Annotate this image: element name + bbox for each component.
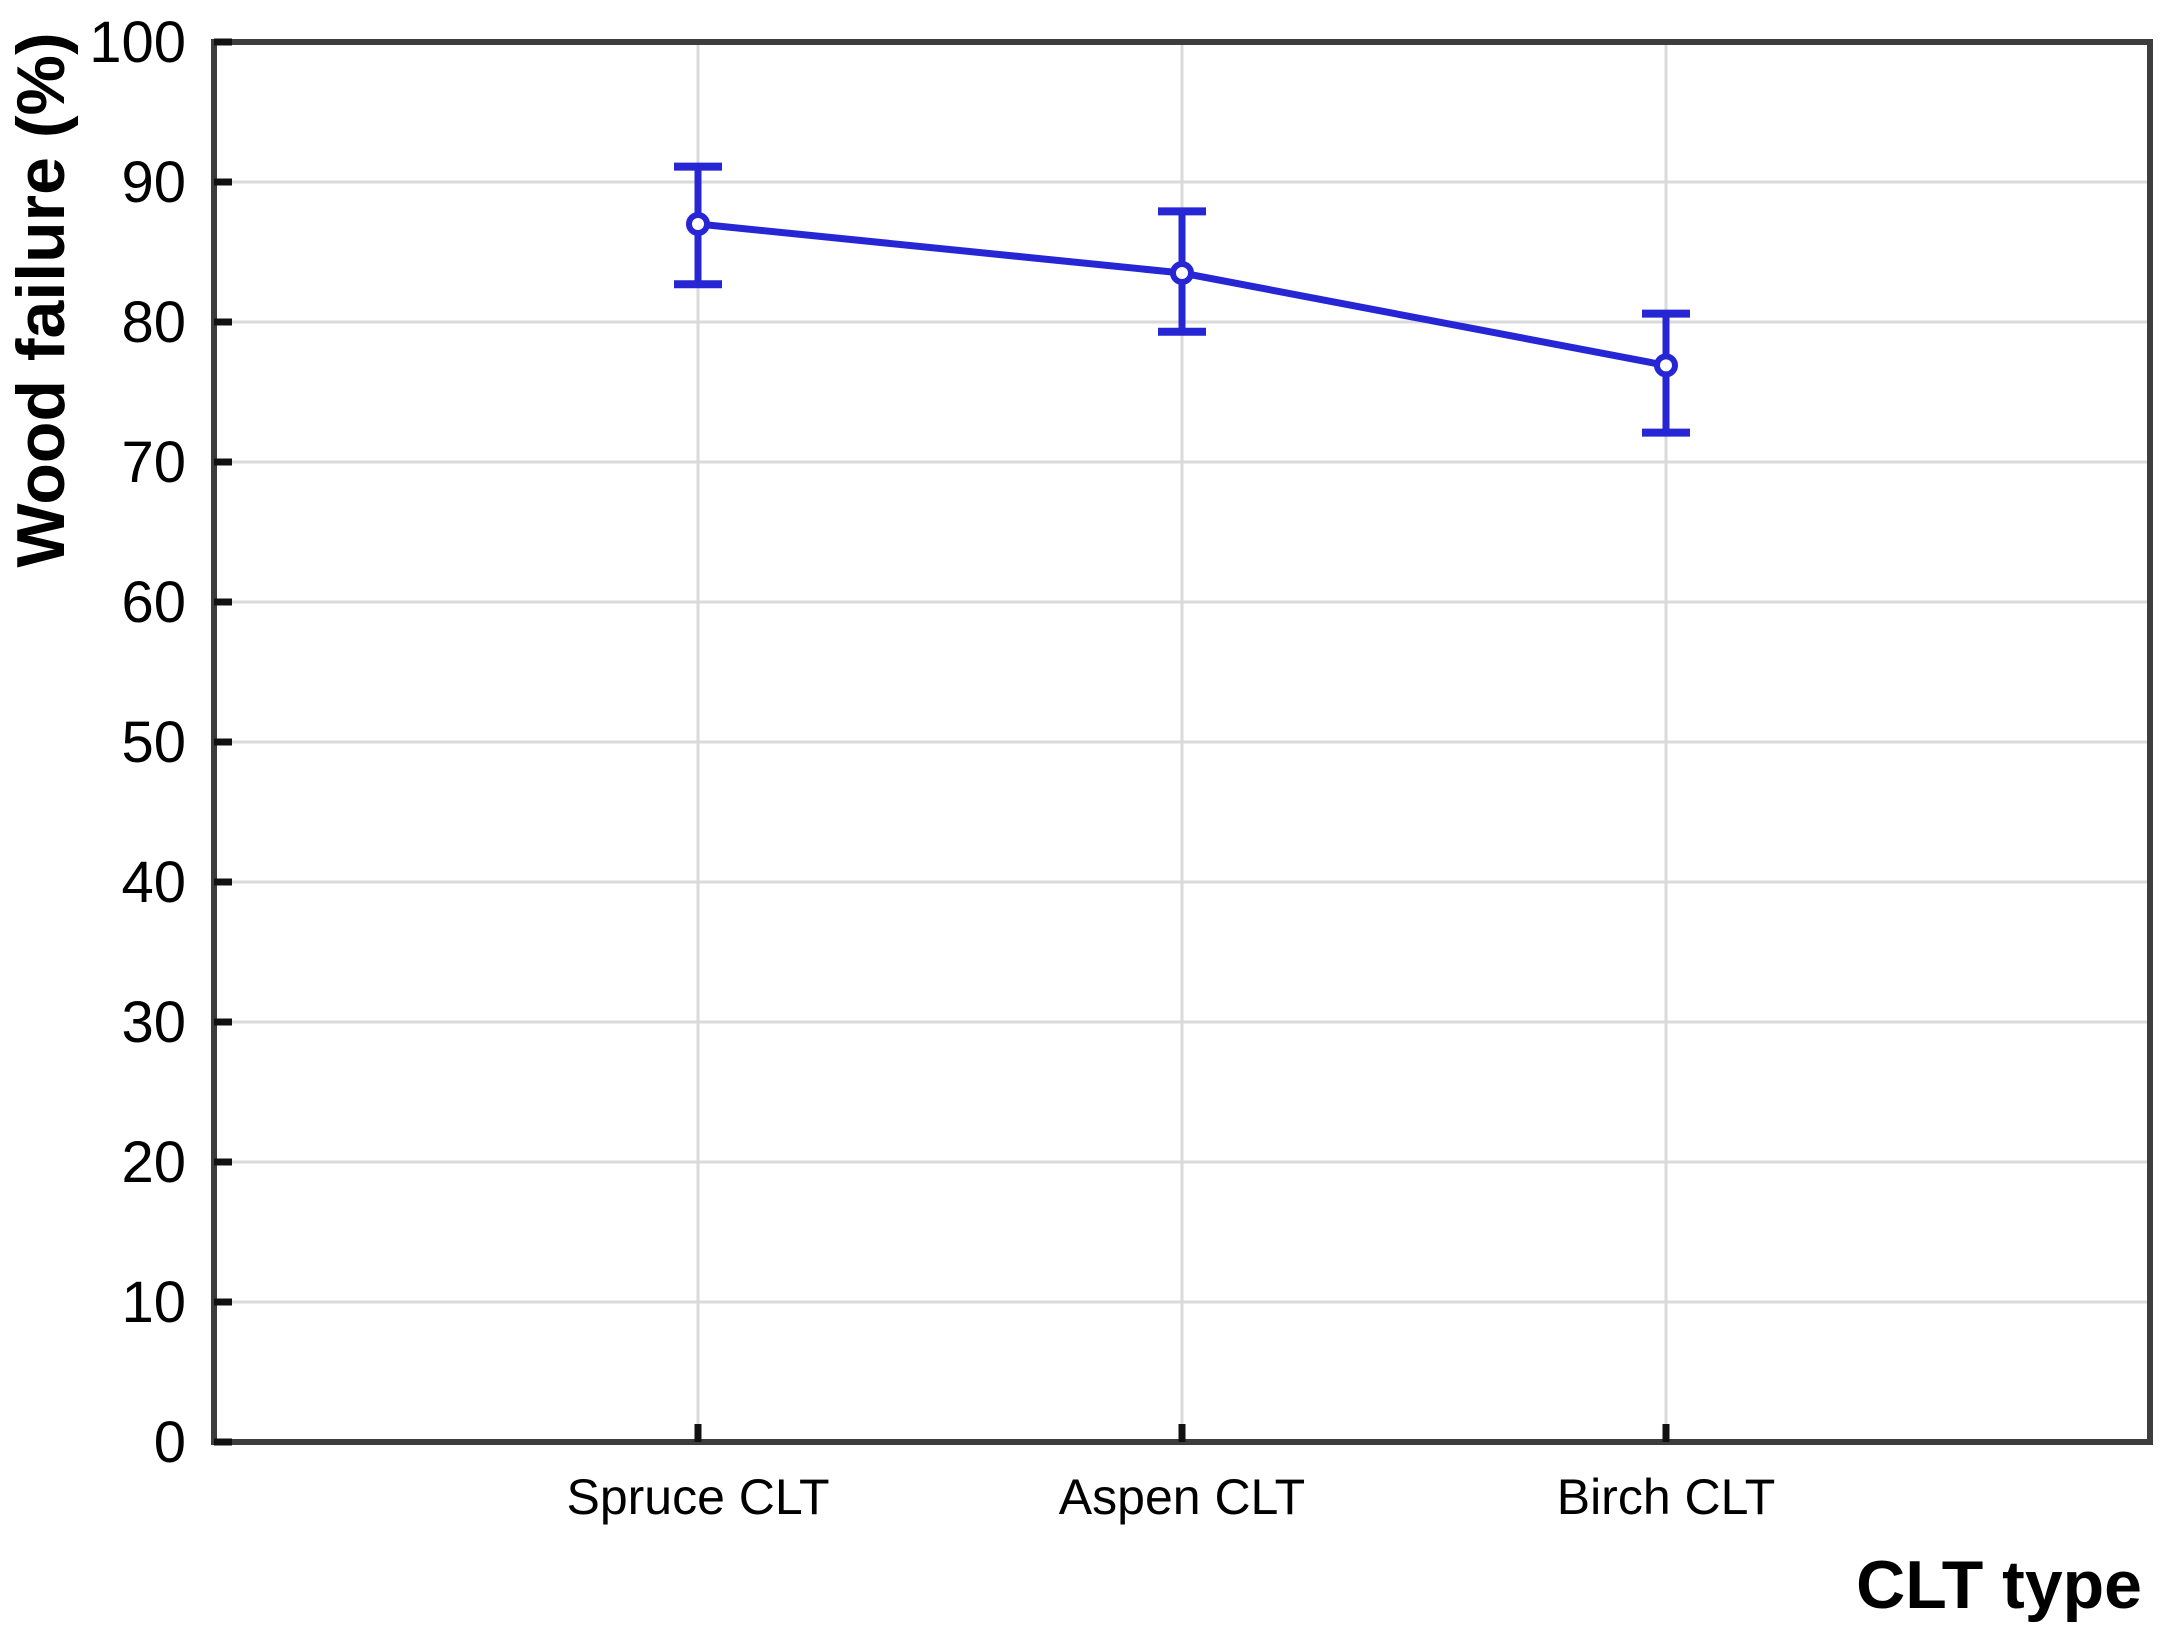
- y-tick-label: 40: [121, 850, 186, 915]
- x-tick-label: Birch CLT: [1557, 1469, 1776, 1525]
- y-tick-label: 60: [121, 570, 186, 635]
- y-tick-label: 90: [121, 150, 186, 215]
- y-tick-label: 30: [121, 990, 186, 1055]
- x-tick-labels: Spruce CLT Aspen CLT Birch CLT: [566, 1469, 1775, 1525]
- y-tick-label: 80: [121, 290, 186, 355]
- data-point-marker: [1654, 353, 1678, 378]
- y-tick-label: 50: [121, 710, 186, 775]
- data-point-marker: [686, 212, 710, 236]
- x-tick-label: Spruce CLT: [566, 1469, 829, 1525]
- x-axis-title: CLT type: [1856, 1547, 2142, 1623]
- y-tick-label: 10: [121, 1270, 186, 1335]
- data-point-marker: [1170, 261, 1194, 285]
- y-axis-title: Wood failure (%): [3, 32, 79, 567]
- y-tick-labels: 0 10 20 30 40 50 60 70 80 90 100: [89, 10, 186, 1475]
- y-tick-label: 0: [154, 1410, 186, 1475]
- data-series: [674, 162, 1690, 437]
- y-tick-label: 100: [89, 10, 186, 75]
- x-tick-label: Aspen CLT: [1059, 1469, 1305, 1525]
- y-tick-label: 70: [121, 430, 186, 495]
- y-tick-label: 20: [121, 1130, 186, 1195]
- axis-ticks: [214, 38, 1670, 1446]
